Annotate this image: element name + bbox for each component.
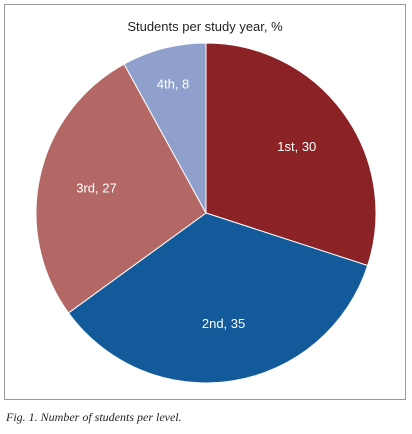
chart-frame: Students per study year, % 1st, 30 2nd, 3… — [4, 4, 406, 400]
pie-slice-3rd — [35, 63, 207, 314]
slice-label-3rd: 3rd, 27 — [76, 181, 116, 196]
pie-slice-2nd — [67, 212, 369, 384]
pie-slice-1st — [205, 42, 377, 267]
slice-label-1st: 1st, 30 — [277, 139, 316, 154]
chart-title: Students per study year, % — [127, 19, 283, 34]
figure-caption: Fig. 1. Number of students per level. — [6, 410, 182, 424]
pie-slice-4th — [123, 42, 207, 214]
pie-chart: 1st, 30 2nd, 35 3rd, 27 4th, 8 — [35, 42, 377, 384]
slice-label-2nd: 2nd, 35 — [202, 316, 245, 331]
slice-label-4th: 4th, 8 — [157, 77, 190, 92]
